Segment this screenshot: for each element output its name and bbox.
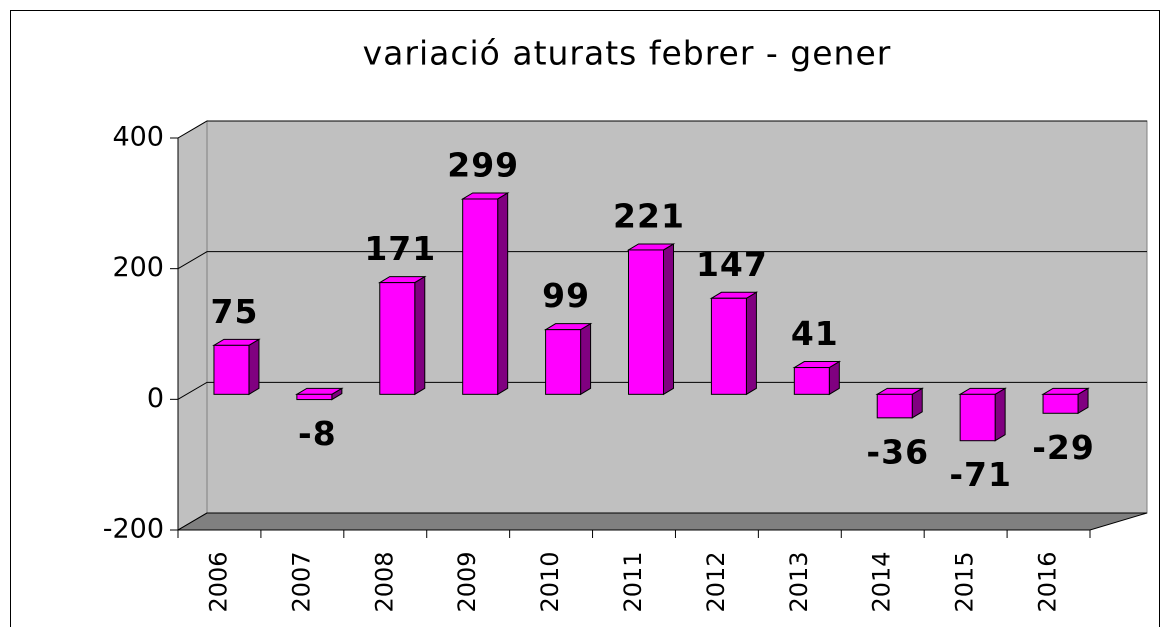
y-tick-label: 400 [112, 122, 164, 153]
value-label: 99 [542, 276, 590, 315]
x-tick-label: 2014 [868, 551, 896, 612]
bar-front [628, 249, 664, 395]
bar-front [959, 393, 996, 442]
x-tick-label: 2010 [536, 551, 564, 612]
y-tick-label: 200 [112, 252, 164, 283]
bar [295, 387, 344, 401]
bar [709, 291, 759, 396]
bar-front [462, 198, 499, 395]
value-label: -8 [298, 414, 337, 453]
bar-side [580, 322, 592, 396]
bar-front [296, 393, 333, 401]
bar-front [545, 329, 582, 395]
bar-side [414, 275, 426, 396]
value-label: -29 [1032, 428, 1095, 467]
floor [176, 512, 1148, 531]
y-tick-label: -200 [103, 514, 164, 545]
x-tick-label: 2015 [951, 551, 979, 612]
value-label: 41 [791, 314, 839, 353]
bar-side [994, 387, 1006, 442]
x-tick-label: 2007 [287, 551, 315, 612]
value-label: 221 [613, 196, 685, 235]
bar-front [710, 297, 747, 395]
bar-front [793, 367, 830, 395]
bar [875, 387, 925, 419]
x-tick-label: 2016 [1034, 551, 1062, 612]
bar [1041, 387, 1090, 415]
y-tick-label: 0 [147, 383, 164, 414]
bar-side [497, 192, 509, 396]
bar-side [745, 291, 757, 396]
x-tick-label: 2013 [785, 551, 813, 612]
bar [792, 360, 842, 396]
x-tick-label: 2012 [702, 551, 730, 612]
back-wall [206, 120, 1148, 514]
bar-front [1042, 393, 1079, 414]
grid-line [177, 512, 1147, 531]
value-label: 75 [210, 292, 258, 331]
value-label: 299 [447, 145, 519, 184]
x-tick-label: 2009 [453, 551, 481, 612]
bar [958, 387, 1007, 442]
x-tick-label: 2006 [204, 551, 232, 612]
bar-front [379, 282, 416, 395]
bar-front [876, 393, 913, 419]
bar-side [248, 338, 260, 396]
grid-line [177, 251, 1147, 270]
plot-area: -200 0 200 400 2006 2007 2008 2009 2010 2011 2012 2… [103, 120, 1148, 613]
bar [377, 275, 427, 396]
value-label: -71 [949, 455, 1012, 494]
bar [460, 192, 510, 396]
bar [543, 322, 593, 396]
x-tick-label: 2008 [370, 551, 398, 612]
bar [212, 338, 261, 396]
grid-line [177, 120, 1147, 139]
value-label: -36 [866, 432, 929, 471]
side-wall [177, 120, 208, 531]
value-label: 171 [364, 229, 436, 268]
chart-title: variació aturats febrer - gener [363, 34, 892, 73]
x-tick-label: 2011 [619, 551, 647, 612]
value-label: 147 [696, 245, 768, 284]
bar-front [213, 344, 250, 395]
bar-side [663, 243, 674, 396]
bar [626, 243, 676, 396]
